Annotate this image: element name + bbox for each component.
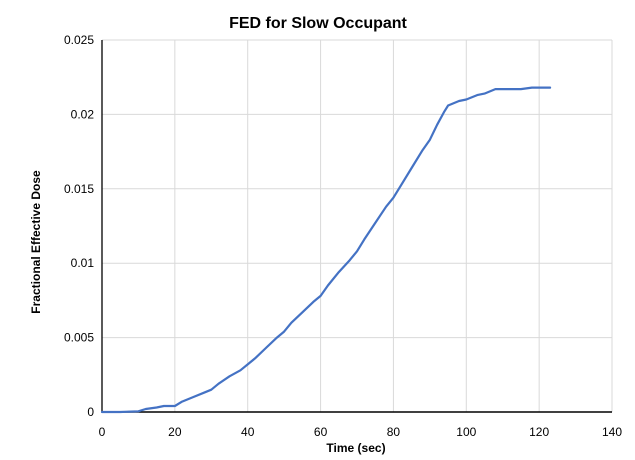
y-tick-label: 0.005 <box>64 331 94 345</box>
tick-labels: 0 20 40 60 80 100 120 140 0 0.005 0.01 0.015 0.02 0.0… <box>64 33 622 439</box>
gridlines <box>102 39 613 412</box>
axes <box>101 40 612 413</box>
series-line <box>100 86 552 414</box>
y-tick-label: 0.01 <box>71 256 95 270</box>
x-tick-label: 120 <box>529 425 549 439</box>
x-tick-label: 100 <box>456 425 476 439</box>
y-tick-label: 0.02 <box>71 107 95 121</box>
x-tick-label: 60 <box>314 425 328 439</box>
y-tick-label: 0.015 <box>64 182 94 196</box>
y-tick-label: 0.025 <box>64 33 94 47</box>
y-tick-label: 0 <box>87 405 94 419</box>
y-axis-title: Fractional Effective Dose <box>29 170 43 314</box>
x-tick-label: 40 <box>241 425 255 439</box>
x-tick-label: 80 <box>387 425 401 439</box>
x-tick-label: 0 <box>99 425 106 439</box>
x-axis-title: Time (sec) <box>326 441 385 455</box>
x-tick-label: 140 <box>602 425 622 439</box>
x-tick-label: 20 <box>168 425 182 439</box>
chart-title: FED for Slow Occupant <box>229 15 407 32</box>
series-layer <box>100 86 552 414</box>
